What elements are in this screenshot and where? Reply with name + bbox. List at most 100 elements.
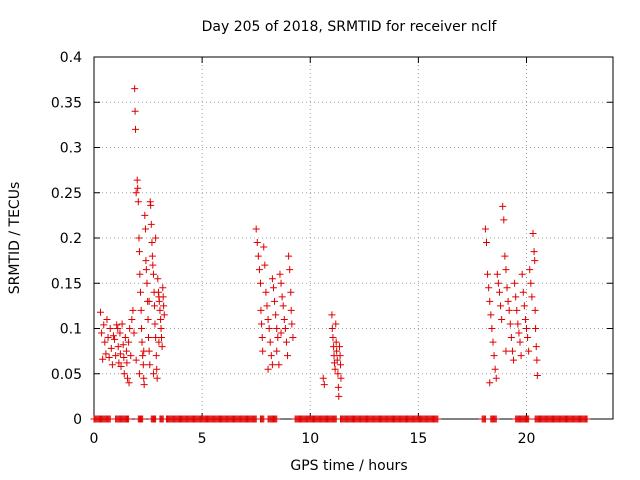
y-tick-label: 0.05 <box>51 367 82 383</box>
y-tick-label: 0.1 <box>60 322 82 338</box>
data-point <box>142 266 150 274</box>
data-point-zero <box>434 415 442 423</box>
data-point <box>147 201 155 209</box>
data-point <box>147 220 155 228</box>
data-point <box>508 347 516 355</box>
data-point <box>121 334 129 342</box>
data-point <box>132 189 140 197</box>
data-point <box>274 334 282 342</box>
y-axis: 0 0.05 0.1 0.15 0.2 0.25 0.3 0.35 0.4 <box>51 50 613 428</box>
data-point <box>114 343 122 351</box>
data-point-zero <box>273 415 281 423</box>
data-point <box>320 381 328 389</box>
data-point <box>258 334 266 342</box>
data-point <box>494 279 502 287</box>
data-point <box>151 320 159 328</box>
data-point <box>160 302 168 310</box>
data-point <box>120 370 128 378</box>
data-point <box>507 334 515 342</box>
data-point <box>269 284 277 292</box>
data-point <box>252 225 260 233</box>
data-point <box>287 306 295 314</box>
x-tick-label: 0 <box>90 431 99 447</box>
x-tick-label: 20 <box>518 431 536 447</box>
data-point <box>253 239 261 247</box>
data-point <box>259 347 267 355</box>
data-point <box>152 352 160 360</box>
data-point <box>530 248 538 256</box>
data-point <box>268 361 276 369</box>
data-point <box>126 325 134 332</box>
data-point <box>329 334 337 342</box>
data-point <box>332 320 340 328</box>
data-point <box>337 361 345 369</box>
data-point <box>141 211 149 219</box>
data-point <box>108 361 116 369</box>
data-point <box>520 302 528 310</box>
data-point <box>106 325 114 332</box>
y-tick-label: 0 <box>73 412 82 428</box>
data-point <box>533 356 541 364</box>
data-point <box>157 334 165 342</box>
data-point <box>287 288 295 296</box>
chart-title: Day 205 of 2018, SRMTID for receiver ncl… <box>202 19 498 35</box>
data-point <box>140 347 148 355</box>
data-point <box>529 229 537 237</box>
data-point <box>157 315 165 323</box>
data-point <box>149 370 157 378</box>
data-point <box>148 239 156 247</box>
data-point <box>510 356 518 364</box>
data-point <box>271 297 279 305</box>
x-axis: 0 5 10 15 20 <box>90 57 536 447</box>
data-point <box>128 315 136 323</box>
data-point <box>516 338 524 346</box>
data-point <box>492 374 500 382</box>
data-point <box>523 325 530 332</box>
data-point <box>134 184 142 192</box>
y-tick-label: 0.4 <box>60 50 82 66</box>
data-point <box>143 279 151 287</box>
data-point <box>284 352 292 360</box>
data-point <box>155 338 163 346</box>
data-point <box>105 353 113 361</box>
data-point <box>263 302 271 310</box>
data-point <box>328 325 336 332</box>
data-point <box>104 334 112 342</box>
data-point <box>135 370 143 378</box>
data-point <box>123 359 131 367</box>
data-point <box>275 361 283 369</box>
data-point <box>138 338 146 346</box>
data-point <box>100 321 108 329</box>
data-point <box>115 359 123 367</box>
x-tick-label: 5 <box>198 431 207 447</box>
data-point <box>135 248 143 256</box>
data-point <box>280 315 288 323</box>
grid-lines <box>94 57 613 419</box>
y-tick-label: 0.3 <box>60 141 82 157</box>
data-point <box>527 279 535 287</box>
data-point <box>267 352 275 360</box>
data-point <box>489 338 497 346</box>
data-point <box>257 279 265 287</box>
data-point-zero <box>525 415 533 423</box>
data-point <box>154 275 162 283</box>
data-point <box>336 352 344 360</box>
data-point <box>506 320 514 328</box>
data-point <box>111 335 119 343</box>
data-point <box>337 374 345 382</box>
data-point <box>272 311 280 319</box>
data-point <box>273 347 281 355</box>
data-point <box>487 311 495 319</box>
data-point <box>521 315 529 323</box>
data-point <box>533 372 541 380</box>
data-point <box>502 266 510 274</box>
data-point <box>144 315 152 323</box>
data-point <box>131 107 139 115</box>
data-point <box>134 198 142 206</box>
data-point <box>152 234 160 242</box>
data-point <box>146 361 154 369</box>
y-tick-label: 0.2 <box>60 231 82 247</box>
data-point <box>151 302 159 310</box>
data-point <box>502 347 510 355</box>
data-point <box>334 370 342 378</box>
